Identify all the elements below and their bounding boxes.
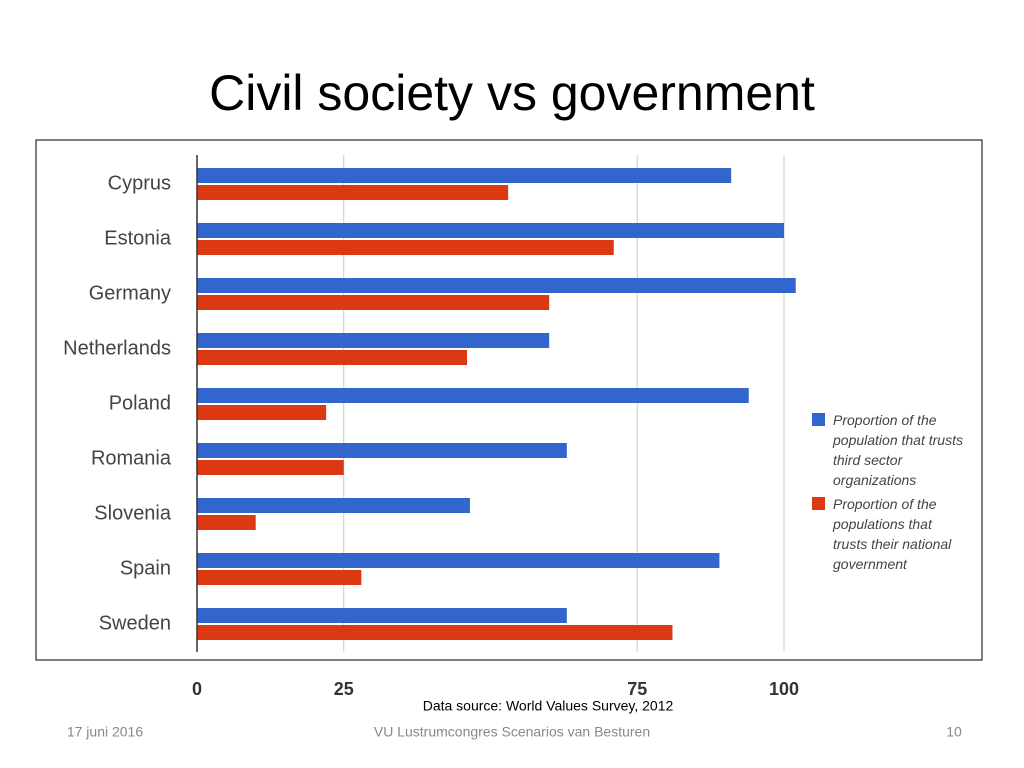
x-tick-label: 75 [627, 679, 647, 699]
source-note: Data source: World Values Survey, 2012 [423, 698, 674, 714]
y-tick-label: Germany [89, 282, 171, 304]
bar [197, 295, 550, 310]
bar [197, 168, 732, 183]
bar [197, 498, 470, 513]
legend-item: Proportion of the population that trusts… [808, 410, 973, 490]
x-tick-label: 100 [769, 679, 799, 699]
legend-label: Proportion of the populations that trust… [833, 496, 952, 572]
bar [197, 185, 509, 200]
legend-swatch [812, 413, 825, 426]
footer-text: VU Lustrumcongres Scenarios van Besturen [374, 724, 650, 740]
x-tick-label: 0 [192, 679, 202, 699]
bar [197, 608, 567, 623]
y-tick-label: Romania [91, 447, 172, 469]
bar [197, 350, 468, 365]
bar [197, 333, 550, 348]
y-tick-label: Cyprus [108, 172, 171, 194]
y-tick-label: Slovenia [94, 502, 172, 524]
legend-label: Proportion of the population that trusts… [833, 412, 963, 488]
footer-date: 17 juni 2016 [67, 724, 144, 740]
bar [197, 625, 673, 640]
bar [197, 460, 344, 475]
bar [197, 553, 720, 568]
bar [197, 570, 362, 585]
footer-page: 10 [946, 724, 962, 740]
x-tick-label: 25 [334, 679, 354, 699]
y-tick-label: Spain [120, 557, 171, 579]
y-tick-label: Sweden [99, 612, 171, 634]
bar [197, 405, 327, 420]
legend-swatch [812, 497, 825, 510]
legend-item: Proportion of the populations that trust… [808, 494, 973, 574]
bar [197, 240, 614, 255]
bar [197, 443, 567, 458]
slide-title: Civil society vs government [209, 65, 815, 121]
bar [197, 515, 256, 530]
bar [197, 278, 796, 293]
bar [197, 388, 749, 403]
y-tick-label: Poland [109, 392, 171, 414]
y-tick-label: Estonia [104, 227, 172, 249]
y-tick-label: Netherlands [63, 337, 171, 359]
bar [197, 223, 784, 238]
